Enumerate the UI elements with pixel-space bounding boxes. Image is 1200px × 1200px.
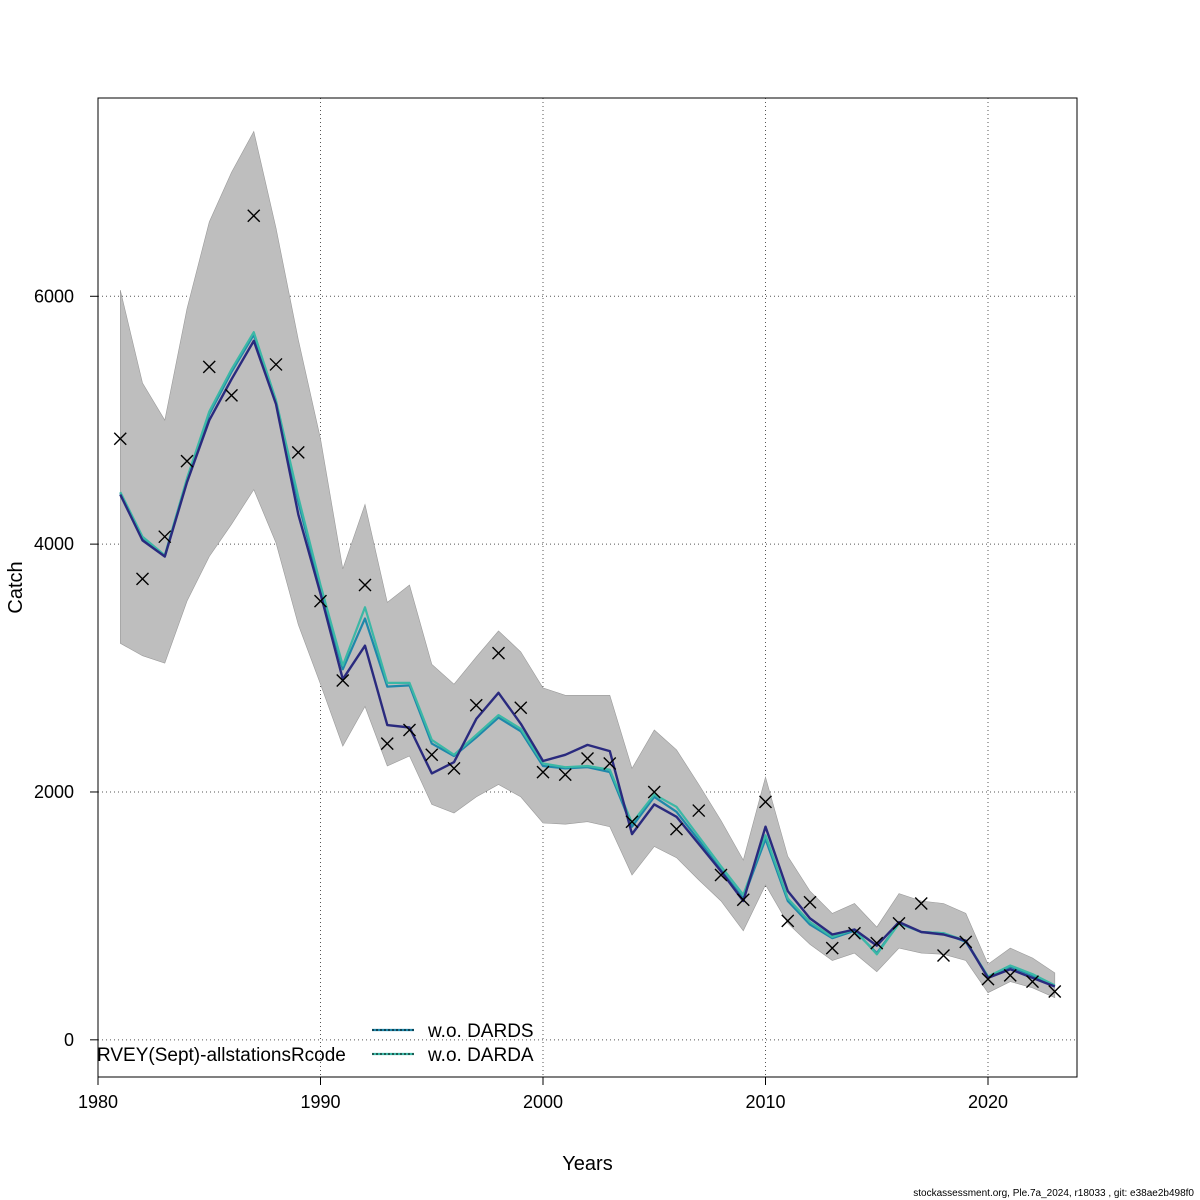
data-point-2014 xyxy=(848,926,861,940)
data-point-1982 xyxy=(136,572,149,586)
data-point-2006 xyxy=(670,822,683,836)
data-point-1992 xyxy=(358,578,372,592)
data-point-2018 xyxy=(937,949,950,963)
data-point-2001 xyxy=(558,768,572,782)
data-point-1996 xyxy=(447,761,461,775)
data-point-1989 xyxy=(291,445,305,459)
data-point-1987 xyxy=(247,209,261,223)
data-point-1990 xyxy=(314,594,327,608)
confidence-band-area xyxy=(120,130,1056,999)
data-point-2008 xyxy=(714,868,728,882)
data-point-2005 xyxy=(647,785,661,799)
data-point-2009 xyxy=(736,893,750,907)
data-point-1986 xyxy=(225,388,238,402)
y-tick-label-4000: 4000 xyxy=(34,534,74,554)
data-point-2004 xyxy=(625,815,639,829)
data-point-2023 xyxy=(1048,984,1062,998)
data-point-2021 xyxy=(1003,968,1017,982)
plot-frame xyxy=(97,97,1078,1078)
data-point-2010 xyxy=(759,795,772,809)
y-tick-label-0: 0 xyxy=(64,1030,74,1050)
data-point-1991 xyxy=(336,673,350,687)
data-point-1995 xyxy=(425,748,439,762)
y-axis-title: Catch xyxy=(5,561,27,613)
x-tick-label-2020: 2020 xyxy=(968,1092,1008,1112)
legend-label-1: w.o. DARDA xyxy=(427,1045,534,1066)
axes: 1980 1990 2000 2010 2020 0 2000 4000 6000 xyxy=(34,286,1008,1112)
data-point-2013 xyxy=(825,941,839,955)
legend-label-0: w.o. DARDS xyxy=(427,1021,534,1042)
data-point-1983 xyxy=(158,530,172,544)
data-point-2002 xyxy=(581,752,594,766)
data-point-2003 xyxy=(603,756,617,770)
x-axis-title: Years xyxy=(562,1153,612,1175)
observed-points xyxy=(113,209,1062,998)
data-point-2022 xyxy=(1026,975,1039,989)
data-point-2007 xyxy=(692,804,706,818)
data-point-1981 xyxy=(113,432,127,446)
data-point-2020 xyxy=(981,972,995,986)
data-point-2000 xyxy=(536,765,550,779)
data-point-1993 xyxy=(380,737,394,751)
data-point-2015 xyxy=(870,936,884,950)
x-tick-label-1990: 1990 xyxy=(300,1092,340,1112)
annotation-label: RVEY(Sept)-allstationsRcode xyxy=(97,1045,346,1066)
footer-credit: stockassessment.org, Ple.7a_2024, r18033… xyxy=(913,1188,1194,1199)
data-point-2011 xyxy=(781,914,795,928)
data-point-1985 xyxy=(202,360,216,374)
x-tick-label-1980: 1980 xyxy=(78,1092,118,1112)
data-point-2019 xyxy=(959,935,973,949)
data-point-2012 xyxy=(803,895,817,909)
data-point-1988 xyxy=(269,357,283,371)
legend: w.o. DARDS w.o. DARDA xyxy=(372,1021,534,1066)
x-tick-label-2010: 2010 xyxy=(745,1092,785,1112)
x-tick-label-2000: 2000 xyxy=(523,1092,563,1112)
data-point-1997 xyxy=(469,698,483,712)
confidence-band xyxy=(120,130,1056,999)
data-point-2016 xyxy=(892,916,906,930)
data-point-1994 xyxy=(403,723,416,737)
y-tick-label-6000: 6000 xyxy=(34,286,74,306)
series-line-base xyxy=(119,339,1056,988)
data-point-1984 xyxy=(180,454,194,468)
data-point-1998 xyxy=(492,646,505,660)
y-tick-label-2000: 2000 xyxy=(34,782,74,802)
data-point-2017 xyxy=(914,897,928,911)
data-point-1999 xyxy=(514,701,528,715)
